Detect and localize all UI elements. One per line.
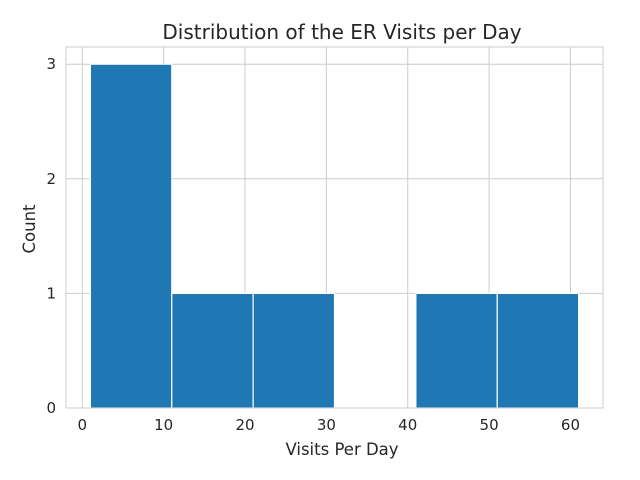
x-axis-label: Visits Per Day xyxy=(285,440,398,459)
bars xyxy=(89,63,580,409)
y-tick-label: 2 xyxy=(46,170,56,188)
x-tick-label: 40 xyxy=(398,416,417,434)
x-tick-label: 20 xyxy=(235,416,254,434)
y-tick-label: 0 xyxy=(46,399,56,417)
chart-title: Distribution of the ER Visits per Day xyxy=(162,20,521,44)
histogram-bar xyxy=(415,292,498,409)
x-tick-labels: 0 10 20 30 40 50 60 xyxy=(77,416,580,434)
x-tick-label: 10 xyxy=(154,416,173,434)
plot-frame xyxy=(65,46,604,409)
histogram-bar xyxy=(496,292,580,409)
histogram-bar xyxy=(171,292,254,409)
histogram-bar xyxy=(252,292,336,409)
x-tick-label: 0 xyxy=(77,416,87,434)
y-tick-labels: 0 1 2 3 xyxy=(46,55,56,417)
y-tick-label: 3 xyxy=(46,55,56,73)
x-tick-label: 60 xyxy=(561,416,580,434)
y-axis-label: Count xyxy=(20,204,39,254)
x-tick-label: 30 xyxy=(317,416,336,434)
histogram-bar xyxy=(89,63,173,409)
x-tick-label: 50 xyxy=(480,416,499,434)
y-tick-label: 1 xyxy=(46,284,56,302)
